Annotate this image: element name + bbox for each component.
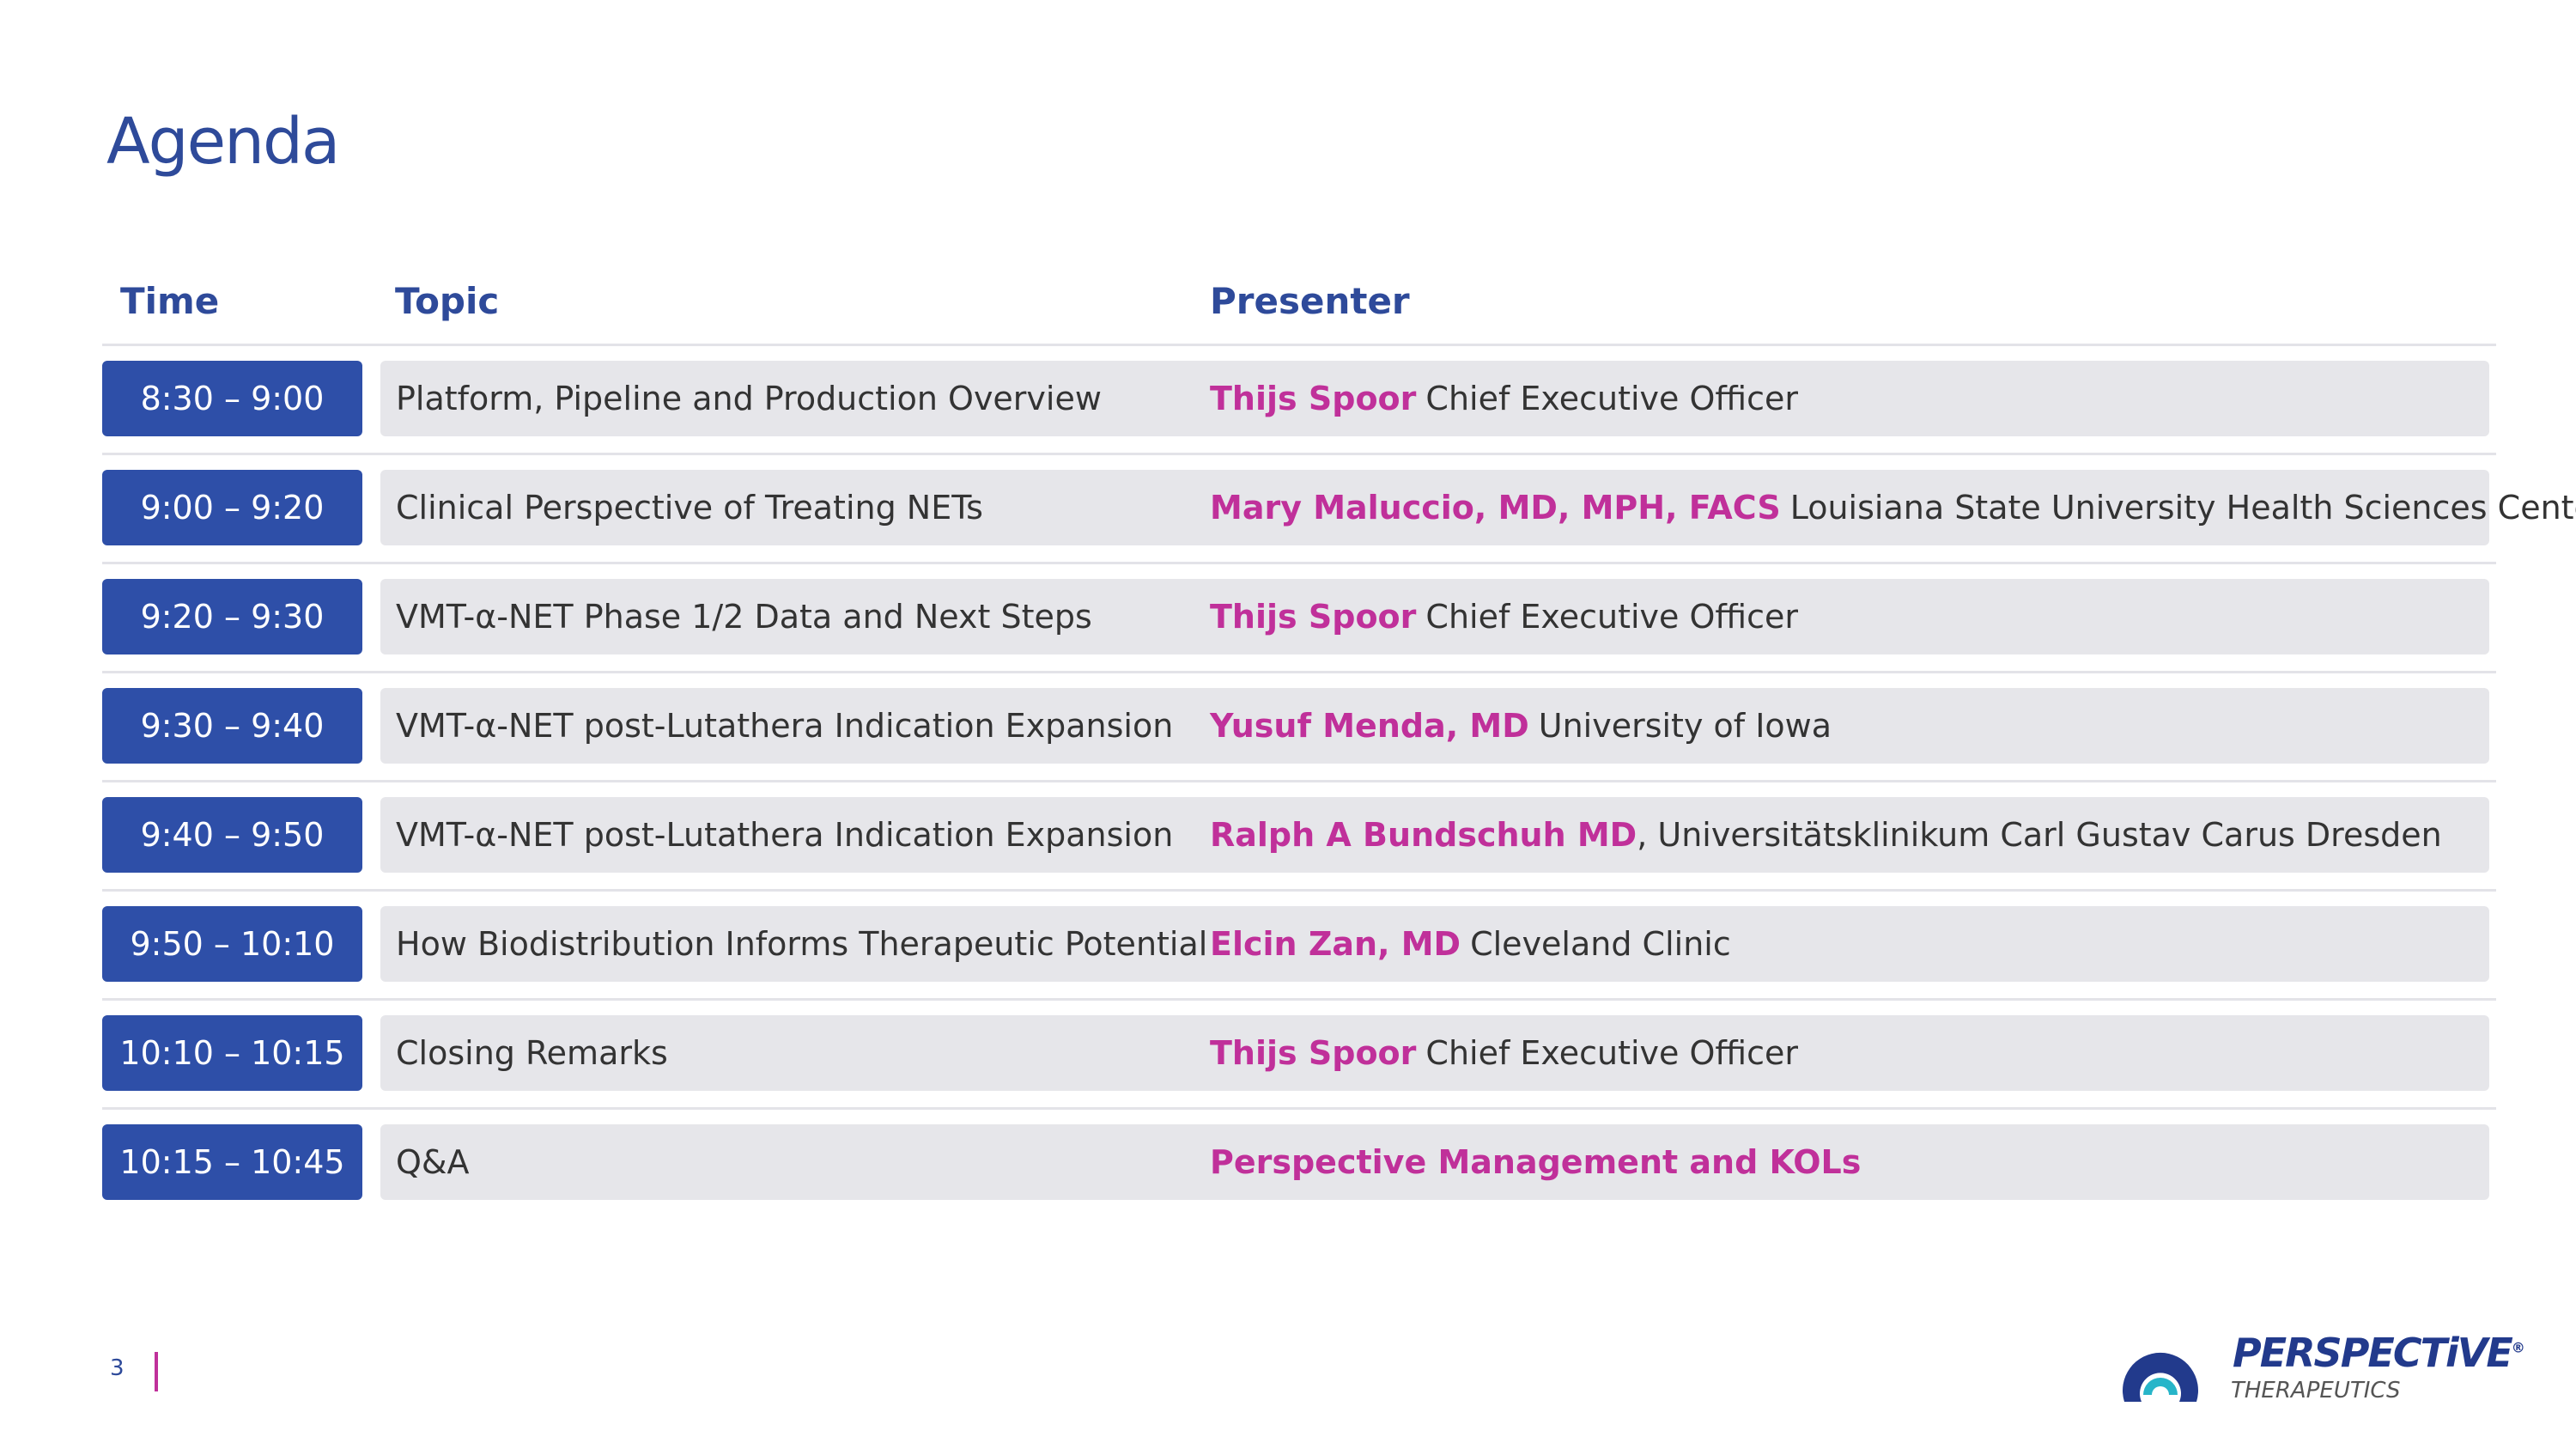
column-header: Topic <box>395 280 500 322</box>
time-cell: 9:00 – 9:20 <box>102 470 362 545</box>
topic-cell: Q&A <box>396 1143 470 1181</box>
logo-text: PERSPECTiVE® <box>2233 1330 2525 1376</box>
column-header: Time <box>120 280 220 322</box>
presenter-name: Perspective Management and KOLs <box>1210 1143 1862 1181</box>
presenter-cell: Thijs Spoor Chief Executive Officer <box>1210 1015 1798 1091</box>
presenter-affiliation: Cleveland Clinic <box>1470 925 1731 963</box>
time-cell: 9:30 – 9:40 <box>102 688 362 764</box>
presenter-cell: Ralph A Bundschuh MD, Universitätsklinik… <box>1210 797 2442 873</box>
topic-cell: Platform, Pipeline and Production Overvi… <box>396 380 1102 417</box>
logo-mark: ® <box>2511 1339 2525 1356</box>
logo-icon <box>2123 1352 2198 1402</box>
topic-cell: Clinical Perspective of Treating NETs <box>396 489 983 527</box>
presenter-name: Ralph A Bundschuh MD <box>1210 816 1637 854</box>
presenter-name: Thijs Spoor <box>1210 380 1417 417</box>
presenter-affiliation: Chief Executive Officer <box>1425 380 1799 417</box>
row-background <box>380 470 2489 545</box>
row-separator <box>102 562 2496 564</box>
presenter-affiliation: , Universitätsklinikum Carl Gustav Carus… <box>1637 816 2442 854</box>
presenter-cell: Thijs Spoor Chief Executive Officer <box>1210 579 1798 654</box>
row-separator <box>102 1107 2496 1110</box>
row-background <box>380 797 2489 873</box>
time-cell: 9:40 – 9:50 <box>102 797 362 873</box>
logo-tagline: THERAPEUTICS <box>2231 1378 2401 1403</box>
row-separator <box>102 889 2496 892</box>
presenter-affiliation: Louisiana State University Health Scienc… <box>1789 489 2576 527</box>
presenter-affiliation: Chief Executive Officer <box>1425 598 1799 636</box>
row-separator <box>102 671 2496 673</box>
row-separator <box>102 780 2496 782</box>
row-background <box>380 579 2489 654</box>
topic-cell: How Biodistribution Informs Therapeutic … <box>396 925 1208 963</box>
presenter-cell: Perspective Management and KOLs <box>1210 1124 1861 1200</box>
presenter-name: Mary Maluccio, MD, MPH, FACS <box>1210 489 1781 527</box>
presenter-name: Yusuf Menda, MD <box>1210 707 1529 745</box>
topic-cell: Closing Remarks <box>396 1034 668 1072</box>
divider <box>155 1352 158 1391</box>
row-separator <box>102 453 2496 455</box>
time-cell: 10:10 – 10:15 <box>102 1015 362 1091</box>
presenter-name: Elcin Zan, MD <box>1210 925 1461 963</box>
row-background <box>380 688 2489 764</box>
time-cell: 9:50 – 10:10 <box>102 906 362 982</box>
presenter-affiliation: University of Iowa <box>1538 707 1832 745</box>
presenter-affiliation: Chief Executive Officer <box>1425 1034 1799 1072</box>
page-number: 3 <box>110 1355 125 1381</box>
topic-cell: VMT-α-NET post-Lutathera Indication Expa… <box>396 707 1174 745</box>
title: Agenda <box>106 105 340 179</box>
presenter-name: Thijs Spoor <box>1210 598 1417 636</box>
row-background <box>380 1124 2489 1200</box>
logo-name: PERSPECTiVE <box>2233 1330 2513 1376</box>
row-separator <box>102 998 2496 1001</box>
presenter-name: Thijs Spoor <box>1210 1034 1417 1072</box>
row-background <box>380 361 2489 436</box>
presenter-cell: Mary Maluccio, MD, MPH, FACS Louisiana St… <box>1210 470 2576 545</box>
row-separator <box>102 344 2496 346</box>
row-background <box>380 1015 2489 1091</box>
topic-cell: VMT-α-NET Phase 1/2 Data and Next Steps <box>396 598 1092 636</box>
topic-cell: VMT-α-NET post-Lutathera Indication Expa… <box>396 816 1174 854</box>
row-background <box>380 906 2489 982</box>
time-cell: 9:20 – 9:30 <box>102 579 362 654</box>
presenter-cell: Elcin Zan, MD Cleveland Clinic <box>1210 906 1731 982</box>
column-header: Presenter <box>1210 280 1410 322</box>
presenter-cell: Thijs Spoor Chief Executive Officer <box>1210 361 1798 436</box>
time-cell: 8:30 – 9:00 <box>102 361 362 436</box>
time-cell: 10:15 – 10:45 <box>102 1124 362 1200</box>
presenter-cell: Yusuf Menda, MD University of Iowa <box>1210 688 1832 764</box>
